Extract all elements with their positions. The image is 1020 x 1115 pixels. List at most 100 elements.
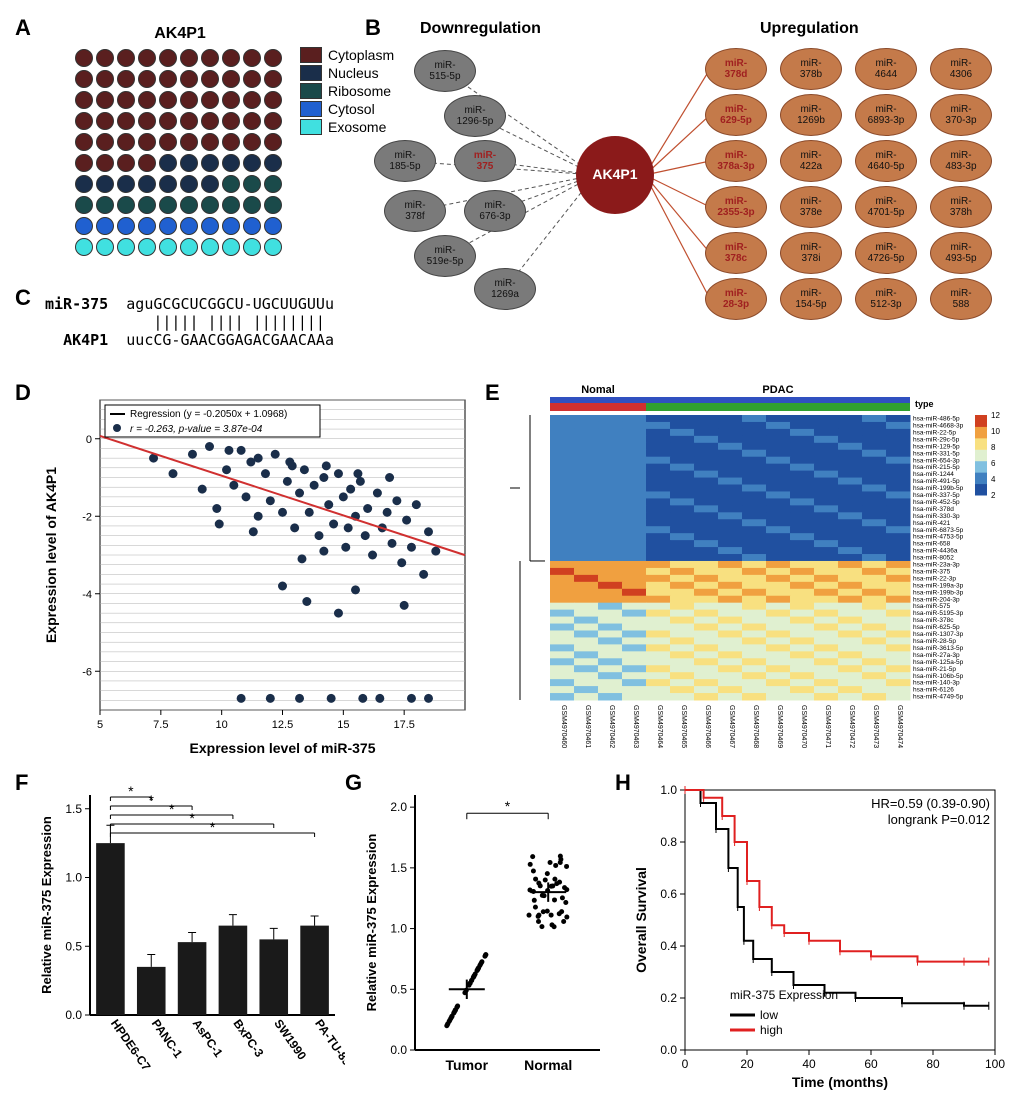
up-node: miR-378i	[780, 232, 842, 274]
svg-text:Time (months): Time (months)	[792, 1074, 888, 1090]
panel-label-d: D	[15, 380, 31, 406]
localization-dot	[75, 238, 93, 256]
panel-label-c: C	[15, 285, 31, 311]
localization-dot	[159, 70, 177, 88]
svg-text:17.5: 17.5	[393, 719, 414, 731]
svg-text:hsa-miR-378c: hsa-miR-378c	[913, 617, 954, 624]
svg-text:hsa-miR-6126: hsa-miR-6126	[913, 687, 954, 694]
svg-text:hsa-miR-21-5p: hsa-miR-21-5p	[913, 666, 956, 673]
svg-text:0.6: 0.6	[660, 887, 677, 901]
localization-dot	[96, 196, 114, 214]
svg-text:hsa-miR-8052: hsa-miR-8052	[913, 555, 954, 562]
svg-text:hsa-miR-23a-3p: hsa-miR-23a-3p	[913, 562, 960, 569]
svg-text:-6: -6	[82, 666, 92, 678]
legend-item: Exosome	[300, 119, 394, 135]
localization-dot	[201, 196, 219, 214]
svg-text:GSM4970471: GSM4970471	[824, 705, 831, 748]
localization-dot	[180, 133, 198, 151]
localization-dot	[138, 70, 156, 88]
svg-text:GSM4970468: GSM4970468	[752, 705, 759, 748]
localization-dot	[201, 91, 219, 109]
svg-text:*: *	[210, 819, 216, 835]
svg-text:8: 8	[991, 443, 996, 452]
localization-dot	[222, 91, 240, 109]
svg-text:*: *	[149, 792, 155, 808]
downregulation-title: Downregulation	[420, 20, 541, 38]
localization-dot	[243, 112, 261, 130]
down-node: miR-676-3p	[464, 190, 526, 232]
svg-text:hsa-miR-330-3p: hsa-miR-330-3p	[913, 513, 960, 520]
svg-text:80: 80	[926, 1057, 940, 1071]
localization-dot	[138, 154, 156, 172]
svg-text:*: *	[189, 810, 195, 826]
localization-dot	[96, 112, 114, 130]
svg-text:hsa-miR-378d: hsa-miR-378d	[913, 506, 954, 513]
panel-f: 0.00.51.01.5HPDE6-C7PANC-1AsPC-1BxPC-3SW…	[35, 775, 345, 1095]
localization-dot	[138, 175, 156, 193]
svg-text:hsa-miR-654-3p: hsa-miR-654-3p	[913, 457, 960, 464]
svg-text:0: 0	[682, 1057, 689, 1071]
localization-dot	[222, 133, 240, 151]
up-node: miR-370-3p	[930, 94, 992, 136]
svg-text:hsa-miR-4753-5p: hsa-miR-4753-5p	[913, 534, 964, 541]
svg-text:hsa-miR-199b-3p: hsa-miR-199b-3p	[913, 589, 964, 596]
svg-text:GSM4970467: GSM4970467	[728, 705, 735, 748]
panel-d: -6-4-2057.51012.51517.5Regression (y = -…	[40, 385, 480, 765]
localization-dot	[222, 70, 240, 88]
down-node: miR-1296-5p	[444, 95, 506, 137]
svg-text:-4: -4	[82, 589, 92, 601]
svg-text:GSM4970473: GSM4970473	[872, 705, 879, 748]
localization-dot	[264, 91, 282, 109]
svg-text:PDAC: PDAC	[762, 385, 793, 396]
localization-dot	[75, 70, 93, 88]
localization-dot	[201, 133, 219, 151]
up-node: miR-4701-5p	[855, 186, 917, 228]
up-node: miR-378d	[705, 48, 767, 90]
svg-text:GSM4970461: GSM4970461	[584, 705, 591, 748]
svg-text:0.2: 0.2	[660, 991, 677, 1005]
scatter-chart: -6-4-2057.51012.51517.5Regression (y = -…	[40, 385, 480, 765]
svg-text:hsa-miR-22-3p: hsa-miR-22-3p	[913, 575, 956, 582]
localization-dot	[138, 91, 156, 109]
localization-dot	[96, 70, 114, 88]
center-node: AK4P1	[576, 136, 654, 214]
scatter-jitter-chart: 0.00.51.01.52.0TumorNormal*Relative miR-…	[360, 775, 610, 1095]
localization-dot	[222, 154, 240, 172]
localization-dot	[138, 112, 156, 130]
up-node: miR-629-5p	[705, 94, 767, 136]
up-node: miR-4306	[930, 48, 992, 90]
localization-dot	[222, 238, 240, 256]
svg-text:hsa-miR-27a-3p: hsa-miR-27a-3p	[913, 652, 960, 659]
svg-text:0.0: 0.0	[65, 1008, 82, 1022]
svg-text:hsa-miR-421: hsa-miR-421	[913, 520, 951, 527]
localization-dot	[117, 154, 135, 172]
svg-text:hsa-miR-658: hsa-miR-658	[913, 541, 951, 548]
localization-dot	[117, 175, 135, 193]
up-node: miR-28-3p	[705, 278, 767, 320]
panel-b: Downregulation Upregulation AK4P1miR-515…	[385, 20, 1005, 320]
localization-dot	[243, 49, 261, 67]
localization-dot	[159, 238, 177, 256]
svg-text:GSM4970470: GSM4970470	[800, 705, 807, 748]
localization-dot	[96, 217, 114, 235]
svg-text:*: *	[128, 783, 134, 799]
up-node: miR-378a-3p	[705, 140, 767, 182]
localization-dot	[264, 217, 282, 235]
svg-text:hsa-miR-6873-5p: hsa-miR-6873-5p	[913, 527, 964, 534]
localization-dot	[159, 133, 177, 151]
panel-label-a: A	[15, 15, 31, 41]
localization-dot	[201, 238, 219, 256]
down-node: miR-378f	[384, 190, 446, 232]
sequence-alignment: miR-375 aguGCGCUCGGCU-UGCUUGUUu ||||| ||…	[45, 295, 465, 349]
legend-item: Cytoplasm	[300, 47, 394, 63]
svg-text:hsa-miR-140-3p: hsa-miR-140-3p	[913, 680, 960, 687]
localization-dot	[138, 238, 156, 256]
svg-text:5: 5	[97, 719, 103, 731]
down-node: miR-515-5p	[414, 50, 476, 92]
svg-text:12.5: 12.5	[272, 719, 293, 731]
localization-dot	[159, 154, 177, 172]
svg-text:hsa-miR-337-5p: hsa-miR-337-5p	[913, 492, 960, 499]
svg-text:type: type	[915, 399, 934, 409]
localization-dot	[180, 70, 198, 88]
svg-text:PANC-1: PANC-1	[149, 1017, 186, 1061]
